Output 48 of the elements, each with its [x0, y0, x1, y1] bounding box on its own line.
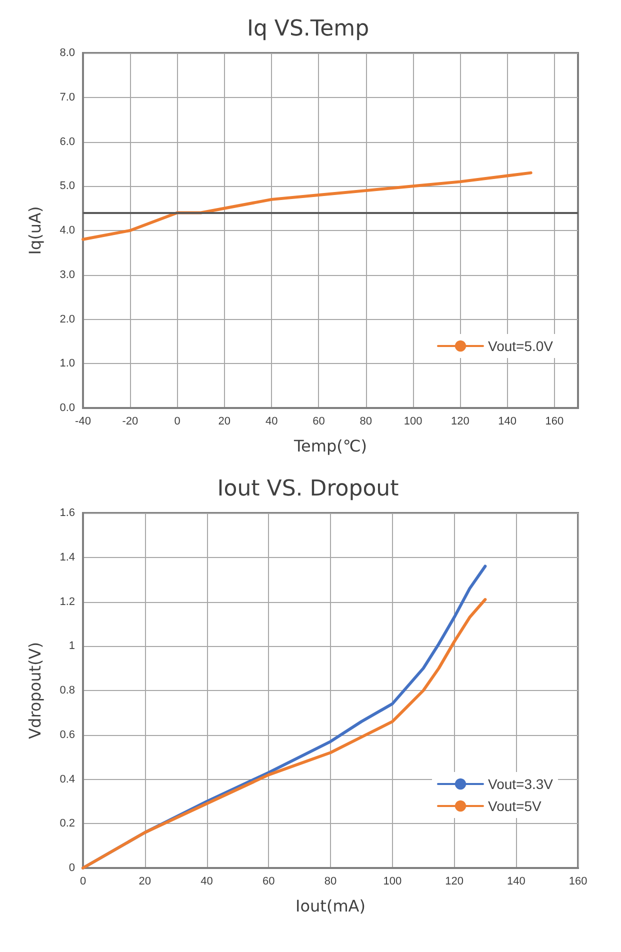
y-tick-label: 1.6 [60, 507, 75, 519]
x-tick-label: 60 [262, 876, 275, 888]
y-tick-label: 3.0 [60, 268, 75, 281]
y-tick-label: 0.4 [60, 773, 75, 786]
x-axis-title: Temp(℃) [292, 436, 368, 456]
y-tick-label: 0.8 [60, 684, 75, 696]
y-tick-label: 1.4 [60, 551, 75, 564]
x-tick-label: 40 [265, 416, 278, 428]
x-tick-label: 120 [445, 876, 464, 888]
y-tick-label: 7.0 [60, 91, 75, 104]
y-tick-label: 4.0 [60, 224, 75, 236]
x-tick-label: 80 [360, 416, 372, 428]
x-axis-title: Iout(mA) [296, 896, 366, 916]
x-tick-label: -40 [75, 416, 91, 428]
x-tick-label: 140 [506, 876, 526, 888]
x-tick-label: 100 [383, 876, 402, 888]
x-tick-label: 60 [312, 416, 325, 428]
x-tick-label: 0 [80, 876, 86, 888]
x-tick-label: 160 [568, 876, 588, 888]
y-tick-label: 0.0 [60, 402, 75, 414]
y-tick-label: 1 [68, 640, 75, 652]
legend-label: Vout=5V [488, 798, 542, 814]
legend-label: Vout=5.0V [488, 338, 554, 354]
y-tick-label: 2.0 [60, 313, 75, 326]
x-tick-label: 160 [545, 416, 564, 428]
line-series [82, 171, 532, 241]
y-tick-label: 8.0 [60, 47, 75, 59]
y-tick-label: 0.2 [60, 818, 75, 830]
y-tick-label: 1.2 [60, 596, 75, 608]
chart-title: Iout VS. Dropout [217, 476, 400, 502]
x-tick-label: 100 [404, 416, 422, 428]
legend-label: Vout=3.3V [488, 776, 554, 792]
x-tick-label: 0 [174, 416, 180, 428]
y-tick-label: 5.0 [60, 180, 75, 192]
chart-title: Iq VS.Temp [246, 16, 370, 42]
x-tick-label: -20 [122, 416, 138, 428]
x-tick-label: 120 [450, 416, 470, 428]
y-tick-label: 1.0 [60, 358, 75, 370]
x-tick-label: 80 [324, 876, 337, 888]
x-tick-label: 20 [218, 416, 231, 428]
y-tick-label: 6.0 [60, 136, 75, 148]
x-tick-label: 140 [498, 416, 516, 428]
y-tick-label: 0 [68, 862, 75, 874]
y-axis-title: Iq(uA) [26, 206, 44, 255]
y-axis-title: Vdropout(V) [26, 642, 44, 739]
y-tick-label: 0.6 [60, 728, 75, 741]
x-tick-label: 40 [200, 876, 213, 888]
x-tick-label: 20 [138, 876, 151, 888]
